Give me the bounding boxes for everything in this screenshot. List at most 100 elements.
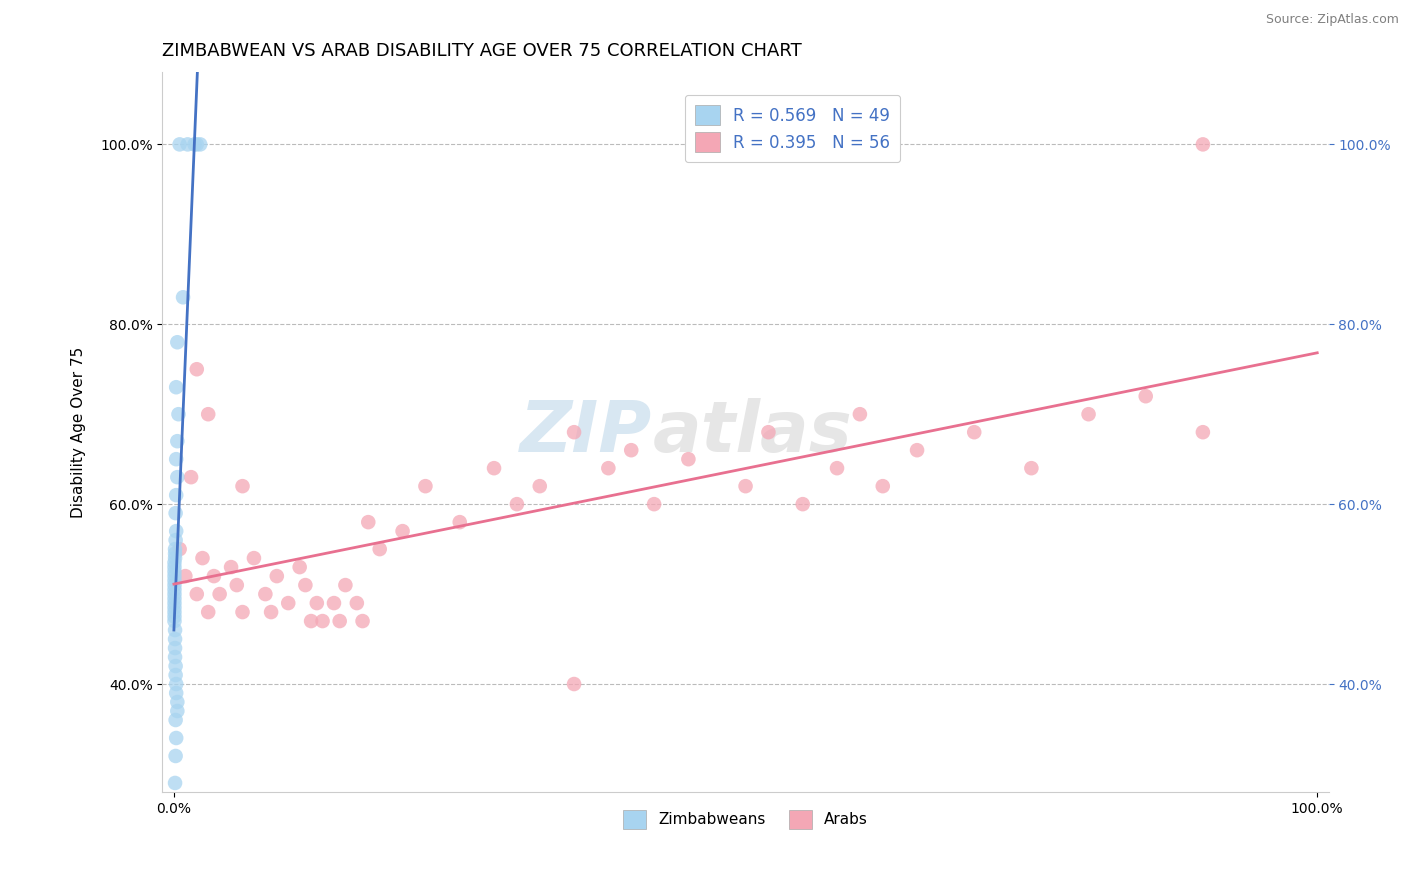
Point — [506, 497, 529, 511]
Point — [165, 659, 187, 673]
Point — [482, 461, 505, 475]
Point — [643, 497, 665, 511]
Point — [165, 650, 187, 665]
Point — [254, 587, 277, 601]
Point — [352, 614, 374, 628]
Point — [165, 749, 187, 764]
Point — [529, 479, 551, 493]
Point — [191, 551, 214, 566]
Point — [277, 596, 299, 610]
Point — [825, 461, 848, 475]
Point — [163, 569, 186, 583]
Text: ZIP: ZIP — [520, 398, 652, 467]
Point — [208, 587, 231, 601]
Text: Source: ZipAtlas.com: Source: ZipAtlas.com — [1265, 13, 1399, 27]
Point — [163, 556, 186, 570]
Point — [219, 560, 242, 574]
Point — [311, 614, 333, 628]
Point — [165, 623, 187, 637]
Point — [1192, 137, 1215, 152]
Point — [963, 425, 986, 440]
Point — [231, 605, 253, 619]
Point — [165, 713, 187, 727]
Point — [163, 591, 186, 606]
Point — [172, 290, 194, 304]
Point — [180, 470, 202, 484]
Point — [202, 569, 225, 583]
Point — [197, 407, 219, 421]
Point — [165, 641, 187, 656]
Point — [163, 600, 186, 615]
Point — [357, 515, 380, 529]
Point — [678, 452, 700, 467]
Point — [163, 565, 186, 579]
Point — [620, 443, 643, 458]
Point — [165, 668, 187, 682]
Point — [449, 515, 471, 529]
Point — [165, 488, 187, 502]
Point — [163, 596, 186, 610]
Point — [562, 677, 585, 691]
Point — [905, 443, 928, 458]
Point — [165, 551, 187, 566]
Point — [288, 560, 311, 574]
Point — [165, 380, 187, 394]
Point — [186, 587, 208, 601]
Point — [163, 857, 186, 871]
Point — [305, 596, 328, 610]
Point — [243, 551, 266, 566]
Point — [346, 596, 368, 610]
Point — [1021, 461, 1043, 475]
Point — [391, 524, 413, 538]
Point — [163, 587, 186, 601]
Y-axis label: Disability Age Over 75: Disability Age Over 75 — [72, 347, 86, 518]
Point — [323, 596, 346, 610]
Point — [165, 524, 187, 538]
Point — [166, 470, 188, 484]
Point — [163, 609, 186, 624]
Point — [163, 582, 186, 597]
Point — [165, 803, 187, 817]
Point — [225, 578, 247, 592]
Point — [165, 452, 187, 467]
Point — [165, 547, 187, 561]
Point — [165, 533, 187, 548]
Point — [294, 578, 316, 592]
Point — [329, 614, 352, 628]
Point — [598, 461, 620, 475]
Point — [166, 704, 188, 718]
Point — [849, 407, 872, 421]
Point — [188, 137, 211, 152]
Point — [163, 605, 186, 619]
Point — [1077, 407, 1099, 421]
Point — [872, 479, 894, 493]
Point — [169, 542, 191, 557]
Point — [166, 695, 188, 709]
Point — [186, 137, 208, 152]
Point — [231, 479, 253, 493]
Point — [163, 578, 186, 592]
Point — [792, 497, 814, 511]
Text: atlas: atlas — [652, 398, 852, 467]
Point — [734, 479, 756, 493]
Point — [335, 578, 357, 592]
Point — [174, 569, 197, 583]
Point — [163, 560, 186, 574]
Point — [197, 605, 219, 619]
Point — [183, 137, 205, 152]
Point — [163, 574, 186, 588]
Point — [167, 407, 190, 421]
Point — [165, 632, 187, 646]
Point — [165, 731, 187, 745]
Point — [165, 677, 187, 691]
Point — [166, 434, 188, 449]
Legend: Zimbabweans, Arabs: Zimbabweans, Arabs — [617, 804, 875, 835]
Text: ZIMBABWEAN VS ARAB DISABILITY AGE OVER 75 CORRELATION CHART: ZIMBABWEAN VS ARAB DISABILITY AGE OVER 7… — [163, 42, 803, 60]
Point — [415, 479, 437, 493]
Point — [169, 137, 191, 152]
Point — [1192, 425, 1215, 440]
Point — [562, 425, 585, 440]
Point — [758, 425, 780, 440]
Point — [299, 614, 322, 628]
Point — [1135, 389, 1157, 403]
